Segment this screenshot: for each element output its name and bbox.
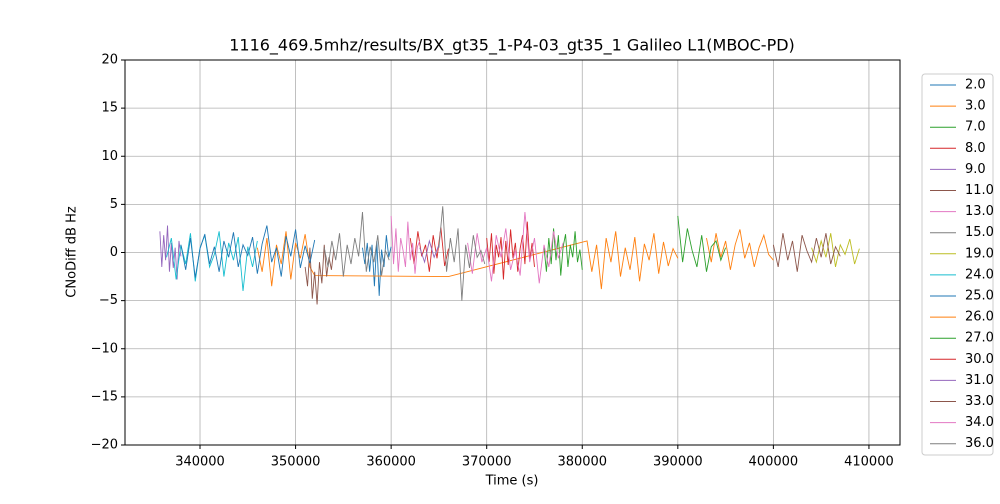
- series-line: [467, 212, 564, 284]
- legend-label: 34.0: [965, 415, 994, 430]
- x-tick-label: 410000: [844, 455, 894, 470]
- y-tick-label: 10: [101, 149, 118, 164]
- y-tick-label: 0: [110, 245, 118, 260]
- series-line: [419, 239, 440, 264]
- x-tick-label: 380000: [557, 455, 607, 470]
- x-tick-label: 400000: [749, 455, 799, 470]
- x-tick-label: 340000: [175, 455, 225, 470]
- x-axis-label: Time (s): [485, 474, 539, 489]
- series-line: [390, 215, 421, 274]
- legend-label: 9.0: [965, 162, 986, 177]
- legend-label: 2.0: [965, 78, 986, 93]
- y-tick-label: 20: [101, 53, 118, 68]
- series-line: [323, 212, 390, 277]
- series-line: [409, 227, 449, 272]
- legend-label: 15.0: [965, 225, 994, 240]
- legend-label: 30.0: [965, 352, 994, 367]
- y-tick-label: −20: [91, 438, 118, 453]
- legend-label: 8.0: [965, 141, 986, 156]
- legend-label: 7.0: [965, 120, 986, 135]
- x-tick-label: 360000: [366, 455, 416, 470]
- series-line: [486, 221, 535, 280]
- series-line: [438, 206, 486, 301]
- series-line: [180, 225, 316, 278]
- series-line: [677, 215, 727, 272]
- legend-label: 19.0: [965, 246, 994, 261]
- y-tick-label: −10: [91, 341, 118, 356]
- x-tick-label: 350000: [271, 455, 321, 470]
- series-line: [256, 231, 679, 290]
- y-tick-label: −15: [91, 389, 118, 404]
- legend-label: 25.0: [965, 289, 994, 304]
- plot-frame: [124, 59, 901, 446]
- legend-label: 33.0: [965, 394, 994, 409]
- legend-label: 24.0: [965, 267, 994, 282]
- x-tick-label: 370000: [462, 455, 512, 470]
- legend-label: 3.0: [965, 99, 986, 114]
- legend-label: 31.0: [965, 373, 994, 388]
- legend-label: 36.0: [965, 436, 994, 451]
- y-tick-label: 15: [101, 101, 118, 116]
- x-tick-label: 390000: [653, 455, 703, 470]
- series-line: [706, 229, 774, 270]
- legend-label: 27.0: [965, 331, 994, 346]
- y-tick-label: −5: [99, 293, 118, 308]
- legend-label: 26.0: [965, 310, 994, 325]
- chart-title: 1116_469.5mhz/results/BX_gt35_1-P4-03_gt…: [229, 36, 795, 56]
- series-line: [772, 233, 841, 272]
- y-axis-label: CNoDiff dB Hz: [65, 206, 80, 298]
- y-tick-label: 5: [110, 197, 118, 212]
- series-line: [304, 244, 335, 305]
- legend-label: 11.0: [965, 183, 994, 198]
- legend-label: 13.0: [965, 204, 994, 219]
- series-line: [811, 233, 860, 268]
